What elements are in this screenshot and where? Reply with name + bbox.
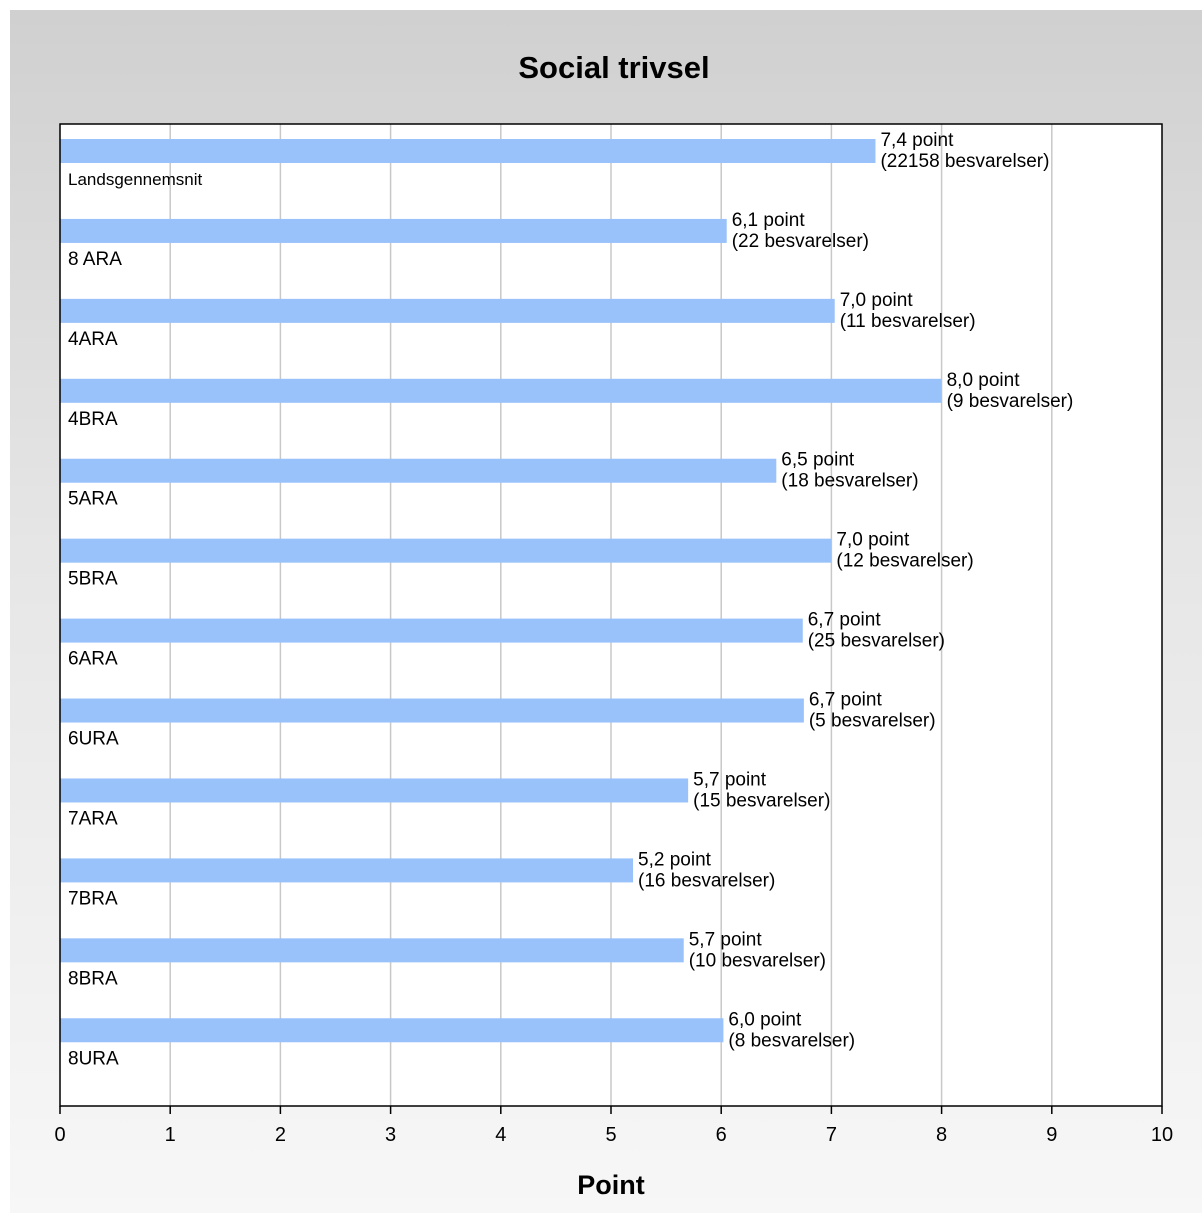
category-label: 8 ARA: [68, 249, 122, 270]
bar-value-label: 6,5 point: [781, 450, 855, 471]
bar-value-label: 5,2 point: [638, 849, 712, 870]
bar-responses-label: (8 besvarelser): [728, 1030, 855, 1051]
bar-value-label: 6,0 point: [728, 1009, 802, 1030]
bar-value-label: 5,7 point: [693, 769, 767, 790]
x-tick-label: 3: [385, 1124, 396, 1146]
x-tick-label: 0: [54, 1124, 65, 1146]
bar-responses-label: (5 besvarelser): [809, 711, 936, 732]
x-tick-label: 5: [605, 1124, 616, 1146]
bar-responses-label: (22 besvarelser): [732, 231, 869, 252]
bar-value-label: 5,7 point: [689, 929, 763, 950]
bar-value-label: 8,0 point: [947, 370, 1021, 391]
bar-value-label: 6,7 point: [808, 610, 882, 631]
category-label: 4BRA: [68, 409, 118, 430]
x-tick-label: 2: [275, 1124, 286, 1146]
bar: [60, 538, 832, 563]
bar: [60, 1018, 724, 1043]
bar-value-label: 7,4 point: [880, 130, 954, 151]
bar: [60, 298, 835, 323]
x-tick-label: 1: [165, 1124, 176, 1146]
category-label: 6ARA: [68, 649, 118, 670]
x-tick-label: 4: [495, 1124, 506, 1146]
chart-title: Social trivsel: [518, 50, 709, 85]
bar-value-label: 6,1 point: [732, 210, 806, 231]
x-tick-label: 9: [1046, 1124, 1057, 1146]
category-label: 4ARA: [68, 329, 118, 350]
bar-responses-label: (25 besvarelser): [808, 631, 945, 652]
category-label: 7BRA: [68, 888, 118, 909]
category-label: 5ARA: [68, 489, 118, 510]
bar-responses-label: (9 besvarelser): [947, 391, 1074, 412]
x-axis-ticks: 0 1 2 3 4 5 6 7 8 9 10: [54, 1106, 1173, 1146]
x-tick-label: 7: [826, 1124, 837, 1146]
bar-value-label: 7,0 point: [840, 290, 914, 311]
x-tick-label: 6: [716, 1124, 727, 1146]
bar-responses-label: (15 besvarelser): [693, 790, 830, 811]
bar-responses-label: (16 besvarelser): [638, 870, 775, 891]
bar-responses-label: (12 besvarelser): [836, 551, 973, 572]
category-label: Landsgennemsnit: [68, 170, 202, 189]
bar: [60, 618, 803, 643]
category-label: 5BRA: [68, 569, 118, 590]
bar: [60, 139, 876, 163]
category-label: 7ARA: [68, 808, 118, 829]
bar-responses-label: (10 besvarelser): [689, 950, 826, 971]
x-axis-title: Point: [577, 1170, 645, 1200]
bars: 7,4 point(22158 besvarelser) Landsgennems…: [60, 130, 1073, 1069]
bar: [60, 778, 689, 803]
bar-value-label: 6,7 point: [809, 690, 883, 711]
bar-responses-label: (18 besvarelser): [781, 471, 918, 492]
bar: [60, 698, 804, 723]
bar: [60, 938, 684, 963]
bar: [60, 458, 777, 483]
x-tick-label: 10: [1151, 1124, 1173, 1146]
category-label: 6URA: [68, 729, 119, 750]
bar-value-label: 7,0 point: [836, 530, 910, 551]
bar-responses-label: (11 besvarelser): [840, 311, 976, 332]
x-tick-label: 8: [936, 1124, 947, 1146]
bar: [60, 218, 727, 243]
bar: [60, 858, 634, 883]
bar: [60, 378, 942, 403]
category-label: 8BRA: [68, 968, 118, 989]
category-label: 8URA: [68, 1048, 119, 1069]
bar-responses-label: (22158 besvarelser): [880, 151, 1049, 172]
